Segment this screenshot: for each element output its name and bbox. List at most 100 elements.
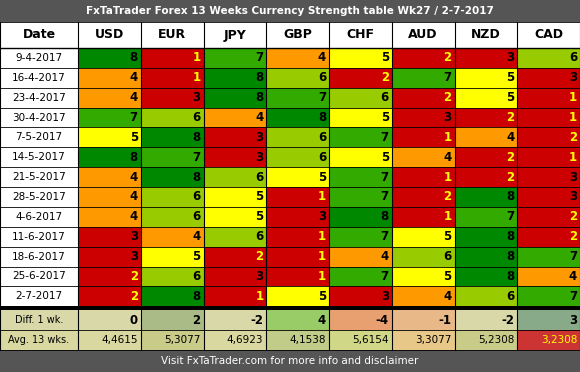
Text: 3: 3 (255, 270, 263, 283)
Bar (517, 187, 580, 207)
Bar (329, 266, 392, 286)
Text: GBP: GBP (283, 29, 312, 42)
Text: USD: USD (95, 29, 124, 42)
Bar (266, 207, 329, 227)
Text: 4: 4 (380, 250, 389, 263)
Bar (392, 48, 455, 68)
Bar (204, 22, 266, 48)
Bar (455, 207, 517, 227)
Text: 8: 8 (506, 190, 514, 203)
Bar (392, 108, 455, 128)
Bar (204, 227, 266, 247)
Bar (0, 88, 78, 108)
Bar (0, 108, 78, 128)
Text: -4: -4 (376, 314, 389, 327)
Bar (266, 108, 329, 128)
Text: 3: 3 (380, 290, 389, 303)
Bar (517, 310, 580, 330)
Bar (141, 286, 204, 306)
Text: 4-6-2017: 4-6-2017 (16, 212, 63, 222)
Text: 7: 7 (380, 171, 389, 184)
Bar (141, 227, 204, 247)
Text: 2: 2 (569, 211, 577, 223)
Bar (0, 207, 78, 227)
Bar (329, 108, 392, 128)
Text: 1: 1 (569, 111, 577, 124)
Text: 3: 3 (318, 211, 326, 223)
Text: 4: 4 (129, 91, 138, 104)
Text: 2: 2 (569, 230, 577, 243)
Bar (455, 187, 517, 207)
Text: EUR: EUR (158, 29, 186, 42)
Text: 7: 7 (130, 111, 138, 124)
Text: 4: 4 (129, 211, 138, 223)
Text: 5: 5 (506, 91, 514, 104)
Bar (0, 48, 78, 68)
Text: 3: 3 (569, 71, 577, 84)
Text: 8: 8 (506, 250, 514, 263)
Bar (455, 22, 517, 48)
Bar (329, 167, 392, 187)
Bar (517, 68, 580, 88)
Bar (329, 88, 392, 108)
Text: 4: 4 (318, 314, 326, 327)
Bar (0, 147, 78, 167)
Text: CAD: CAD (534, 29, 563, 42)
Text: 5: 5 (318, 171, 326, 184)
Bar (392, 227, 455, 247)
Bar (517, 167, 580, 187)
Text: 8: 8 (255, 71, 263, 84)
Bar (392, 187, 455, 207)
Text: -2: -2 (501, 314, 514, 327)
Text: 4,6923: 4,6923 (227, 335, 263, 345)
Bar (517, 247, 580, 266)
Bar (517, 286, 580, 306)
Bar (392, 330, 455, 350)
Text: 4: 4 (193, 230, 201, 243)
Text: 5: 5 (255, 211, 263, 223)
Bar (266, 167, 329, 187)
Bar (0, 167, 78, 187)
Bar (517, 128, 580, 147)
Bar (517, 227, 580, 247)
Bar (0, 247, 78, 266)
Bar (392, 88, 455, 108)
Text: NZD: NZD (471, 29, 501, 42)
Text: 3,3077: 3,3077 (415, 335, 452, 345)
Bar (0, 330, 78, 350)
Text: 7: 7 (318, 91, 326, 104)
Text: 2: 2 (506, 171, 514, 184)
Bar (78, 310, 141, 330)
Text: 2: 2 (255, 250, 263, 263)
Bar (329, 330, 392, 350)
Bar (141, 310, 204, 330)
Text: 6: 6 (506, 290, 514, 303)
Bar (455, 88, 517, 108)
Bar (78, 48, 141, 68)
Text: 6: 6 (380, 91, 389, 104)
Bar (392, 266, 455, 286)
Bar (266, 310, 329, 330)
Text: 21-5-2017: 21-5-2017 (12, 172, 66, 182)
Bar (266, 227, 329, 247)
Text: 3: 3 (569, 314, 577, 327)
Bar (455, 227, 517, 247)
Text: 6: 6 (193, 111, 201, 124)
Bar (78, 330, 141, 350)
Bar (455, 330, 517, 350)
Bar (392, 310, 455, 330)
Bar (329, 22, 392, 48)
Text: 9-4-2017: 9-4-2017 (16, 53, 63, 63)
Bar (455, 108, 517, 128)
Bar (204, 330, 266, 350)
Text: 8: 8 (193, 131, 201, 144)
Bar (266, 88, 329, 108)
Bar (266, 330, 329, 350)
Text: 7: 7 (444, 71, 452, 84)
Text: 2: 2 (444, 190, 452, 203)
Bar (455, 286, 517, 306)
Bar (141, 330, 204, 350)
Text: 0: 0 (130, 314, 138, 327)
Text: 25-6-2017: 25-6-2017 (12, 272, 66, 282)
Bar (517, 22, 580, 48)
